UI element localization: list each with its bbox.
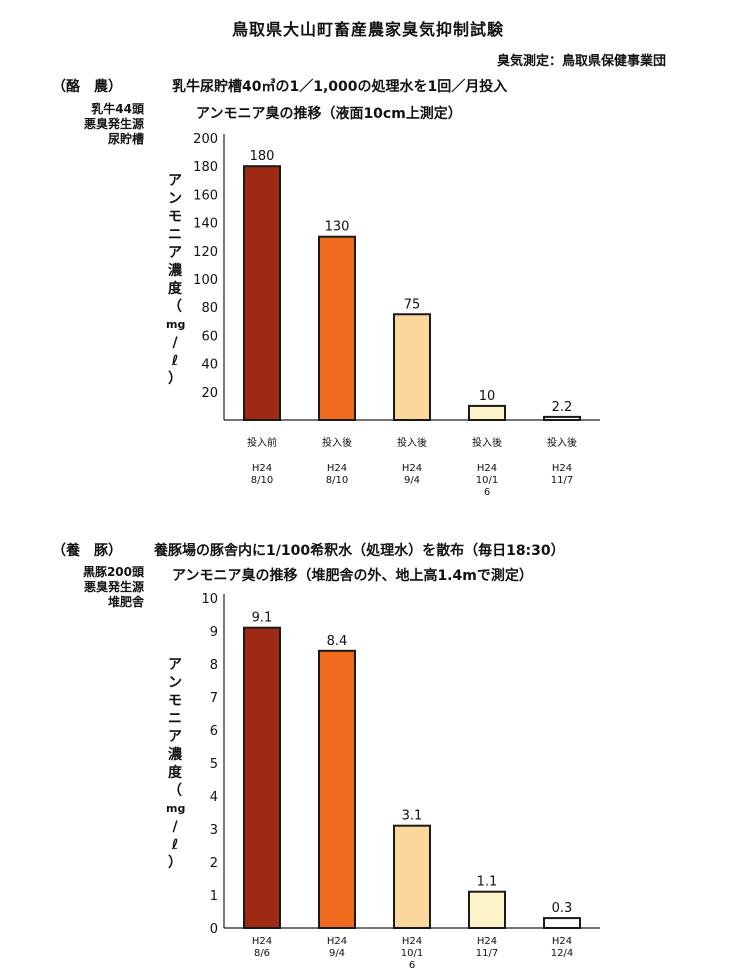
y-tick-label: 80 bbox=[201, 301, 218, 316]
category-label: 10/1 bbox=[476, 475, 498, 486]
chart2-title: アンモニア臭の推移（堆肥舎の外、地上高1.4mで測定） bbox=[172, 568, 533, 584]
category-label: 投入後 bbox=[547, 436, 577, 449]
bar bbox=[243, 626, 281, 929]
y-tick-label: 100 bbox=[193, 273, 218, 288]
y-tick-label: 60 bbox=[201, 329, 218, 344]
data-label: 3.1 bbox=[402, 809, 423, 824]
category-label: 9/4 bbox=[404, 475, 420, 486]
page-title: 鳥取県大山町畜産農家臭気抑制試験 bbox=[231, 20, 504, 39]
y-tick-label: 4 bbox=[210, 790, 218, 805]
data-label: 0.3 bbox=[552, 901, 573, 916]
chart2-side-line: 悪臭発生源 bbox=[83, 580, 144, 594]
data-label: 2.2 bbox=[552, 400, 573, 415]
chart2-category: （養 豚） bbox=[52, 543, 122, 559]
category-label: 投入後 bbox=[472, 436, 502, 449]
chart1-svg: 20406080100120140160180200180投入前H248/101… bbox=[193, 132, 600, 498]
chart1-category: （酪 農） bbox=[52, 79, 122, 95]
category-label: H24 bbox=[327, 936, 347, 947]
y-tick-label: 10 bbox=[201, 592, 218, 607]
chart1-title: アンモニア臭の推移（液面10cm上測定） bbox=[196, 106, 462, 122]
data-label: 130 bbox=[325, 220, 350, 235]
chart1-side-line: 悪臭発生源 bbox=[83, 117, 144, 131]
y-tick-label: 20 bbox=[201, 386, 218, 401]
category-label: 10/1 bbox=[401, 948, 423, 959]
data-label: 180 bbox=[250, 149, 275, 164]
y-tick-label: 3 bbox=[210, 823, 218, 838]
chart1-side-info: 乳牛44頭 悪臭発生源 尿貯槽 bbox=[52, 102, 144, 147]
chart1-side-line: 乳牛44頭 bbox=[91, 102, 144, 116]
chart2-side-info: 黒豚200頭 悪臭発生源 堆肥舎 bbox=[52, 565, 144, 610]
y-tick-label: 200 bbox=[193, 132, 218, 147]
category-label: H24 bbox=[477, 463, 497, 474]
data-label: 75 bbox=[404, 297, 421, 312]
bar bbox=[468, 890, 506, 930]
chart1-header: 乳牛尿貯槽40㎥の1／1,000の処理水を1回／月投入 bbox=[172, 79, 508, 95]
category-label: 11/7 bbox=[551, 475, 573, 486]
data-label: 9.1 bbox=[252, 611, 273, 626]
chart1-ylabel: アンモニア濃度（mg / ℓ） bbox=[166, 173, 186, 387]
category-label: H24 bbox=[252, 936, 272, 947]
category-label: H24 bbox=[552, 936, 572, 947]
bar bbox=[318, 235, 356, 421]
bar bbox=[393, 313, 431, 421]
bar bbox=[243, 165, 281, 421]
bar bbox=[543, 415, 581, 422]
bar bbox=[318, 649, 356, 930]
category-label: 9/4 bbox=[329, 948, 345, 959]
y-tick-label: 6 bbox=[210, 724, 218, 739]
category-label: 8/10 bbox=[251, 475, 273, 486]
category-label: 12/4 bbox=[551, 948, 573, 959]
y-tick-label: 0 bbox=[210, 922, 218, 937]
y-tick-label: 180 bbox=[193, 160, 218, 175]
category-label: 投入後 bbox=[322, 436, 352, 449]
category-label: H24 bbox=[327, 463, 347, 474]
chart1-side-line: 尿貯槽 bbox=[107, 132, 144, 146]
y-tick-label: 120 bbox=[193, 245, 218, 260]
y-tick-label: 40 bbox=[201, 358, 218, 373]
y-tick-label: 2 bbox=[210, 856, 218, 871]
category-label: 8/10 bbox=[326, 475, 348, 486]
chart2-header: 養豚場の豚舎内に1/100希釈水（処理水）を散布（毎日18:30） bbox=[154, 543, 565, 559]
category-label: 投入前 bbox=[247, 436, 277, 449]
y-tick-label: 1 bbox=[210, 889, 218, 904]
y-tick-label: 5 bbox=[210, 757, 218, 772]
data-label: 8.4 bbox=[327, 634, 348, 649]
y-tick-label: 8 bbox=[210, 658, 218, 673]
bar bbox=[393, 824, 431, 930]
category-label: 11/7 bbox=[476, 948, 498, 959]
y-tick-label: 9 bbox=[210, 625, 218, 640]
chart2-side-line: 堆肥舎 bbox=[107, 595, 144, 609]
category-label: H24 bbox=[552, 463, 572, 474]
y-tick-label: 7 bbox=[210, 691, 218, 706]
category-label: H24 bbox=[477, 936, 497, 947]
category-label: 8/6 bbox=[254, 948, 270, 959]
chart2-ylabel: アンモニア濃度（mg / ℓ） bbox=[166, 657, 186, 871]
chart2-side-line: 黒豚200頭 bbox=[82, 565, 144, 579]
bar bbox=[468, 404, 506, 421]
category-label: 6 bbox=[484, 487, 490, 498]
category-label: 6 bbox=[409, 960, 415, 971]
category-label: H24 bbox=[252, 463, 272, 474]
data-label: 1.1 bbox=[477, 875, 498, 890]
data-label: 10 bbox=[479, 389, 496, 404]
bar bbox=[543, 917, 581, 930]
y-tick-label: 160 bbox=[193, 188, 218, 203]
y-tick-label: 140 bbox=[193, 217, 218, 232]
category-label: H24 bbox=[402, 463, 422, 474]
category-label: 投入後 bbox=[397, 436, 427, 449]
category-label: H24 bbox=[402, 936, 422, 947]
measurement-credit: 臭気測定：鳥取県保健事業団 bbox=[496, 54, 666, 69]
chart2-svg: 0123456789109.1H248/68.4H249/43.1H2410/1… bbox=[201, 592, 600, 971]
